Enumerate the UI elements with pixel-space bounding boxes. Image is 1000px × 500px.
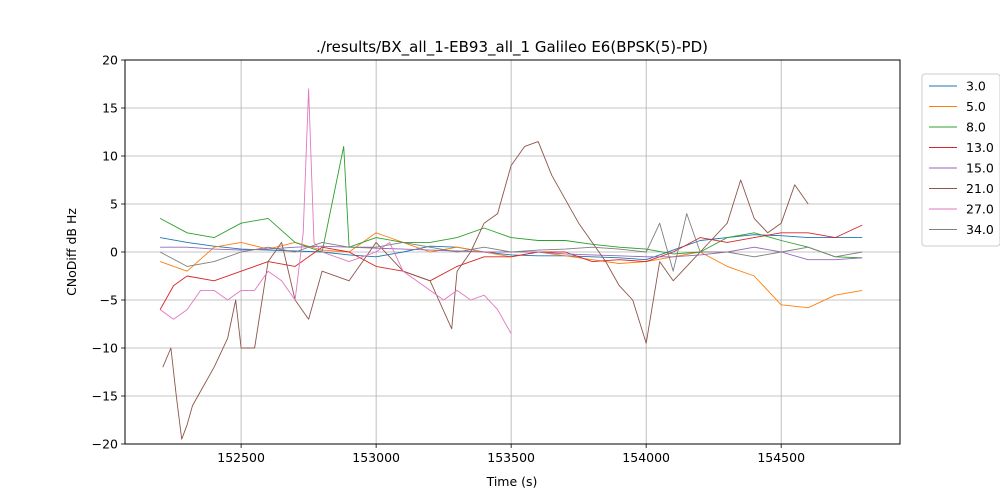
- legend-label: 5.0: [966, 99, 986, 114]
- y-axis-label: CNoDiff dB Hz: [64, 208, 79, 296]
- y-tick-label: −15: [92, 389, 118, 404]
- legend-label: 13.0: [966, 140, 994, 155]
- y-tick-label: 10: [102, 149, 118, 164]
- x-axis: 152500 153000 153500 154000 154500: [217, 444, 805, 465]
- y-tick-label: 0: [110, 245, 118, 260]
- legend-label: 21.0: [966, 181, 994, 196]
- series-line-8.0: [159, 145, 863, 259]
- legend-label: 8.0: [966, 120, 986, 135]
- y-tick-label: −20: [92, 437, 118, 452]
- legend-label: 34.0: [966, 222, 994, 237]
- y-tick-label: −5: [100, 293, 118, 308]
- series-line-34.0: [159, 213, 863, 272]
- chart-title: ./results/BX_all_1-EB93_all_1 Galileo E6…: [316, 38, 708, 57]
- y-tick-label: −10: [92, 341, 118, 356]
- legend-label: 27.0: [966, 202, 994, 217]
- y-tick-label: 15: [102, 101, 118, 116]
- x-axis-label: Time (s): [486, 474, 538, 489]
- series-line-3.0: [160, 234, 863, 261]
- x-tick-label: 153000: [352, 450, 400, 465]
- series-layer: [159, 88, 863, 440]
- y-tick-label: 5: [110, 197, 118, 212]
- legend-box: [921, 73, 1000, 247]
- x-tick-label: 154000: [622, 450, 670, 465]
- y-axis: −20 −15 −10 −5 0 5 10 15 20: [92, 53, 125, 452]
- series-line-21.0: [162, 141, 809, 440]
- y-tick-label: 20: [102, 53, 118, 68]
- x-tick-label: 154500: [757, 450, 805, 465]
- legend-label: 3.0: [966, 79, 986, 94]
- series-line-13.0: [159, 224, 863, 310]
- legend: 3.0 5.0 8.0 13.0 15.0 21.0 27.0 34.0: [921, 73, 1000, 247]
- x-tick-label: 152500: [217, 450, 265, 465]
- legend-label: 15.0: [966, 161, 994, 176]
- series-line-27.0: [159, 88, 512, 334]
- x-tick-label: 153500: [487, 450, 535, 465]
